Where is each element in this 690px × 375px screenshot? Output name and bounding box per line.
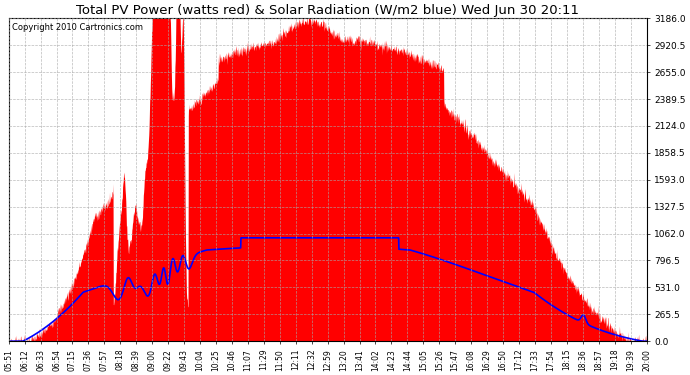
Text: Copyright 2010 Cartronics.com: Copyright 2010 Cartronics.com — [12, 23, 143, 32]
Title: Total PV Power (watts red) & Solar Radiation (W/m2 blue) Wed Jun 30 20:11: Total PV Power (watts red) & Solar Radia… — [76, 4, 579, 17]
